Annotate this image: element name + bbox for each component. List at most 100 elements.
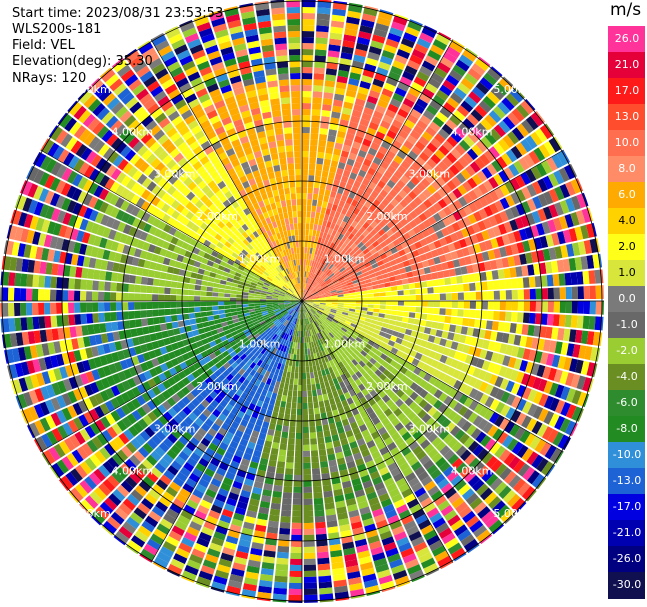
ppi-gate-cell: [290, 414, 297, 421]
ppi-gate-cell: [528, 312, 536, 324]
ppi-gate-cell: [365, 282, 373, 287]
ppi-gate-cell: [504, 367, 514, 380]
ppi-gate-cell: [433, 293, 440, 301]
ppi-gate-cell: [201, 280, 208, 286]
ppi-gate-cell: [351, 358, 359, 366]
ppi-gate-cell: [224, 305, 231, 310]
ppi-gate-cell: [370, 346, 378, 354]
ppi-gate-cell: [414, 171, 425, 182]
ppi-gate-cell: [384, 286, 392, 292]
ppi-gate-cell: [324, 152, 333, 160]
ppi-gate-cell: [544, 261, 553, 274]
ppi-gate-cell: [389, 98, 402, 108]
ppi-gate-cell: [450, 276, 458, 285]
ppi-gate-cell: [303, 558, 316, 565]
ppi-gate-cell: [304, 283, 307, 290]
ppi-gate-cell: [345, 183, 353, 192]
ppi-gate-cell: [294, 372, 299, 379]
ppi-gate-cell: [452, 369, 461, 379]
ppi-gate-cell: [450, 359, 459, 369]
ppi-gate-cell: [548, 340, 557, 353]
ppi-gate-cell: [401, 316, 409, 323]
ppi-gate-cell: [390, 285, 398, 291]
ppi-gate-cell: [584, 346, 593, 361]
ppi-gate-cell: [230, 293, 237, 298]
ppi-gate-cell: [422, 219, 432, 229]
ppi-gate-cell: [306, 284, 310, 291]
ppi-gate-cell: [385, 76, 399, 87]
ppi-gate-cell: [319, 257, 324, 264]
ppi-gate-cell: [354, 309, 362, 314]
ppi-gate-cell: [343, 101, 354, 110]
ppi-gate-cell: [44, 275, 52, 288]
ppi-gate-cell: [393, 155, 404, 165]
ppi-gate-cell: [344, 237, 351, 245]
ppi-gate-cell: [310, 309, 315, 315]
ppi-gate-cell: [377, 317, 385, 323]
ppi-gate-cell: [141, 268, 150, 277]
ppi-gate-cell: [415, 306, 422, 313]
ppi-gate-cell: [230, 304, 237, 309]
ppi-gate-cell: [393, 408, 403, 417]
ppi-gate-cell: [410, 330, 418, 338]
ppi-gate-cell: [304, 289, 307, 296]
ppi-gate-cell: [362, 271, 370, 277]
ppi-gate-cell: [92, 291, 99, 301]
ppi-gate-cell: [422, 162, 433, 173]
ppi-gate-cell: [295, 444, 302, 451]
ppi-gate-cell: [420, 313, 428, 320]
ppi-gate-cell: [450, 316, 458, 325]
ppi-gate-cell: [387, 324, 395, 331]
ppi-gate-cell: [303, 552, 316, 559]
ppi-gate-cell: [206, 306, 213, 312]
ppi-gate-cell: [439, 308, 446, 316]
ppi-gate-cell: [461, 420, 472, 433]
ppi-gate-cell: [416, 119, 428, 131]
ppi-gate-cell: [332, 2, 347, 11]
ppi-gate-cell: [224, 297, 231, 301]
ppi-gate-cell: [176, 301, 183, 308]
ppi-gate-cell: [480, 118, 493, 132]
ppi-gate-cell: [302, 157, 309, 164]
ppi-gate-cell: [512, 478, 526, 493]
ppi-gate-cell: [516, 312, 524, 323]
ppi-gate-cell: [291, 366, 296, 373]
ppi-gate-cell: [343, 202, 351, 210]
ppi-gate-cell: [376, 17, 391, 27]
ppi-gate-cell: [324, 308, 331, 312]
ppi-gate-cell: [313, 497, 324, 505]
ppi-gate-cell: [308, 278, 312, 285]
ppi-gate-cell: [158, 316, 166, 324]
ppi-gate-cell: [302, 366, 306, 373]
ppi-gate-cell: [310, 438, 318, 445]
ppi-gate-cell: [549, 397, 560, 412]
ppi-gate-cell: [433, 352, 443, 362]
ppi-gate-cell: [302, 19, 315, 26]
ppi-gate-cell: [414, 376, 423, 385]
ppi-gate-cell: [303, 510, 314, 517]
ppi-gate-cell: [374, 377, 383, 386]
ppi-gate-cell: [499, 378, 510, 390]
ppi-gate-cell: [323, 158, 331, 166]
ppi-gate-cell: [403, 246, 412, 254]
ppi-gate-cell: [260, 303, 267, 306]
ppi-gate-cell: [526, 375, 536, 388]
ppi-gate-cell: [348, 345, 356, 352]
ppi-gate-cell: [493, 213, 504, 225]
ppi-gate-cell: [311, 260, 315, 267]
ppi-gate-cell: [314, 413, 321, 421]
ppi-gate-cell: [442, 269, 450, 278]
ppi-gate-cell: [327, 50, 340, 58]
ppi-gate-cell: [134, 293, 141, 301]
ppi-gate-cell: [360, 350, 368, 357]
ppi-gate-cell: [377, 279, 385, 285]
ppi-gate-cell: [50, 289, 57, 301]
ppi-gate-cell: [304, 271, 307, 278]
ppi-gate-cell: [319, 294, 326, 298]
ppi-gate-cell: [501, 234, 511, 246]
ppi-gate-cell: [446, 470, 459, 482]
ppi-gate-cell: [345, 210, 353, 218]
ppi-gate-cell: [525, 252, 533, 264]
ppi-gate-cell: [353, 314, 360, 320]
ppi-gate-cell: [306, 284, 311, 291]
